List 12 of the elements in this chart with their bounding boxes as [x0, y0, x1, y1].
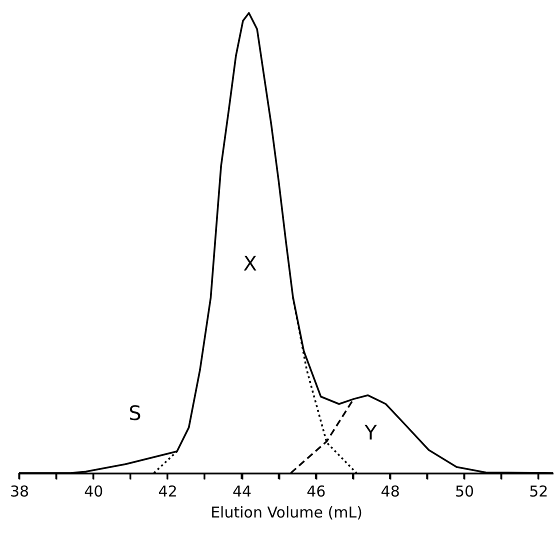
x-tick-label: 42 [158, 482, 178, 500]
x-tick-label: 46 [306, 482, 326, 500]
x-axis-title: Elution Volume (mL) [210, 504, 362, 522]
x-tick-label: 38 [10, 482, 30, 500]
annotation: X [243, 252, 258, 276]
x-tick-label: 50 [454, 482, 474, 500]
annotation: S [128, 401, 142, 425]
annotation: Y [364, 420, 378, 444]
x-tick-label: 52 [529, 482, 548, 500]
x-tick-label: 44 [232, 482, 252, 500]
x-tick-label: 40 [84, 482, 104, 500]
x-tick-label: 48 [380, 482, 400, 500]
